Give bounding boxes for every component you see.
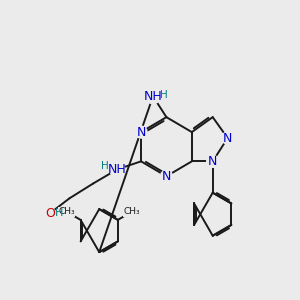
Text: N: N — [162, 170, 171, 183]
Text: H: H — [101, 161, 109, 171]
Circle shape — [45, 208, 55, 219]
Text: NH: NH — [144, 90, 162, 103]
Text: NH: NH — [108, 163, 127, 176]
Text: H: H — [160, 90, 168, 100]
Text: H: H — [55, 208, 64, 218]
Circle shape — [146, 89, 160, 104]
Circle shape — [207, 155, 219, 167]
Circle shape — [160, 170, 172, 182]
Circle shape — [110, 162, 124, 177]
Text: N: N — [223, 132, 232, 145]
Text: CH₃: CH₃ — [124, 207, 140, 216]
Text: N: N — [208, 155, 218, 168]
Text: N: N — [136, 126, 146, 139]
Circle shape — [222, 132, 234, 144]
Circle shape — [135, 126, 147, 138]
Text: O: O — [45, 207, 55, 220]
Text: CH₃: CH₃ — [58, 207, 75, 216]
